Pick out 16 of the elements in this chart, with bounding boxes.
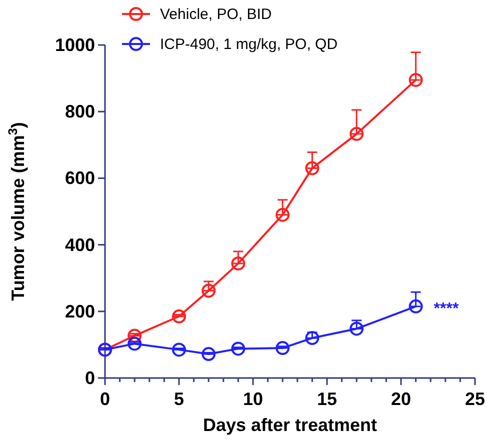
x-tick-label: 15 [316,389,338,409]
legend-label: ICP-490, 1 mg/kg, PO, QD [160,36,338,53]
y-tick-label: 800 [64,102,95,122]
x-tick-label: 25 [464,389,486,409]
x-tick-label: 5 [174,389,184,409]
y-tick-label: 1000 [54,35,95,55]
y-tick-label: 200 [64,301,95,322]
y-tick-label: 0 [84,368,95,388]
x-tick-label: 20 [390,389,412,409]
x-tick-label: 10 [242,389,264,409]
x-tick-label: 0 [100,389,110,409]
y-tick-label: 400 [64,234,95,255]
legend-label: Vehicle, PO, BID [160,6,272,23]
y-tick-label: 600 [64,168,95,188]
annotation: **** [434,300,460,318]
x-axis-title: Days after treatment [202,415,378,435]
